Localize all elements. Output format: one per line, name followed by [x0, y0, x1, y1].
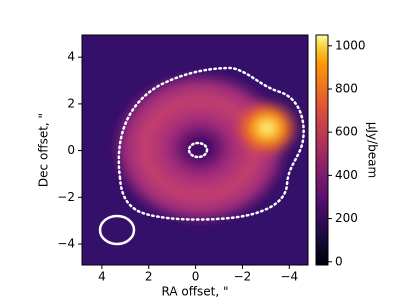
bright-source — [233, 98, 301, 158]
x-tick-label: 2 — [145, 270, 153, 284]
colorbar — [315, 34, 329, 266]
beam — [98, 214, 136, 246]
y-tick-label: 4 — [67, 50, 75, 64]
colorbar-tick-label: 800 — [335, 81, 358, 95]
x-tick-label: 4 — [98, 270, 106, 284]
y-tick-label: 0 — [67, 143, 75, 157]
x-tick-label: −4 — [280, 270, 298, 284]
x-tick-label: −2 — [234, 270, 252, 284]
colorbar-tick-label: 1000 — [335, 38, 366, 52]
inner-contour — [187, 141, 209, 159]
contour — [117, 66, 305, 221]
colorbar-label: μJy/beam — [366, 122, 380, 178]
x-axis-label: RA offset, " — [162, 285, 229, 299]
y-tick-label: 2 — [67, 96, 75, 110]
x-tick-label: 0 — [192, 270, 200, 284]
image — [82, 35, 308, 265]
colorbar-tick-label: 400 — [335, 168, 358, 182]
colorbar-tick-label: 200 — [335, 211, 358, 225]
colorbar-tick-label: 0 — [335, 254, 343, 268]
plot-frame — [81, 34, 309, 266]
y-tick-label: −4 — [57, 236, 75, 250]
colorbar-tick-label: 600 — [335, 125, 358, 139]
y-axis-label: Dec offset, " — [37, 113, 51, 187]
y-tick-label: −2 — [57, 190, 75, 204]
